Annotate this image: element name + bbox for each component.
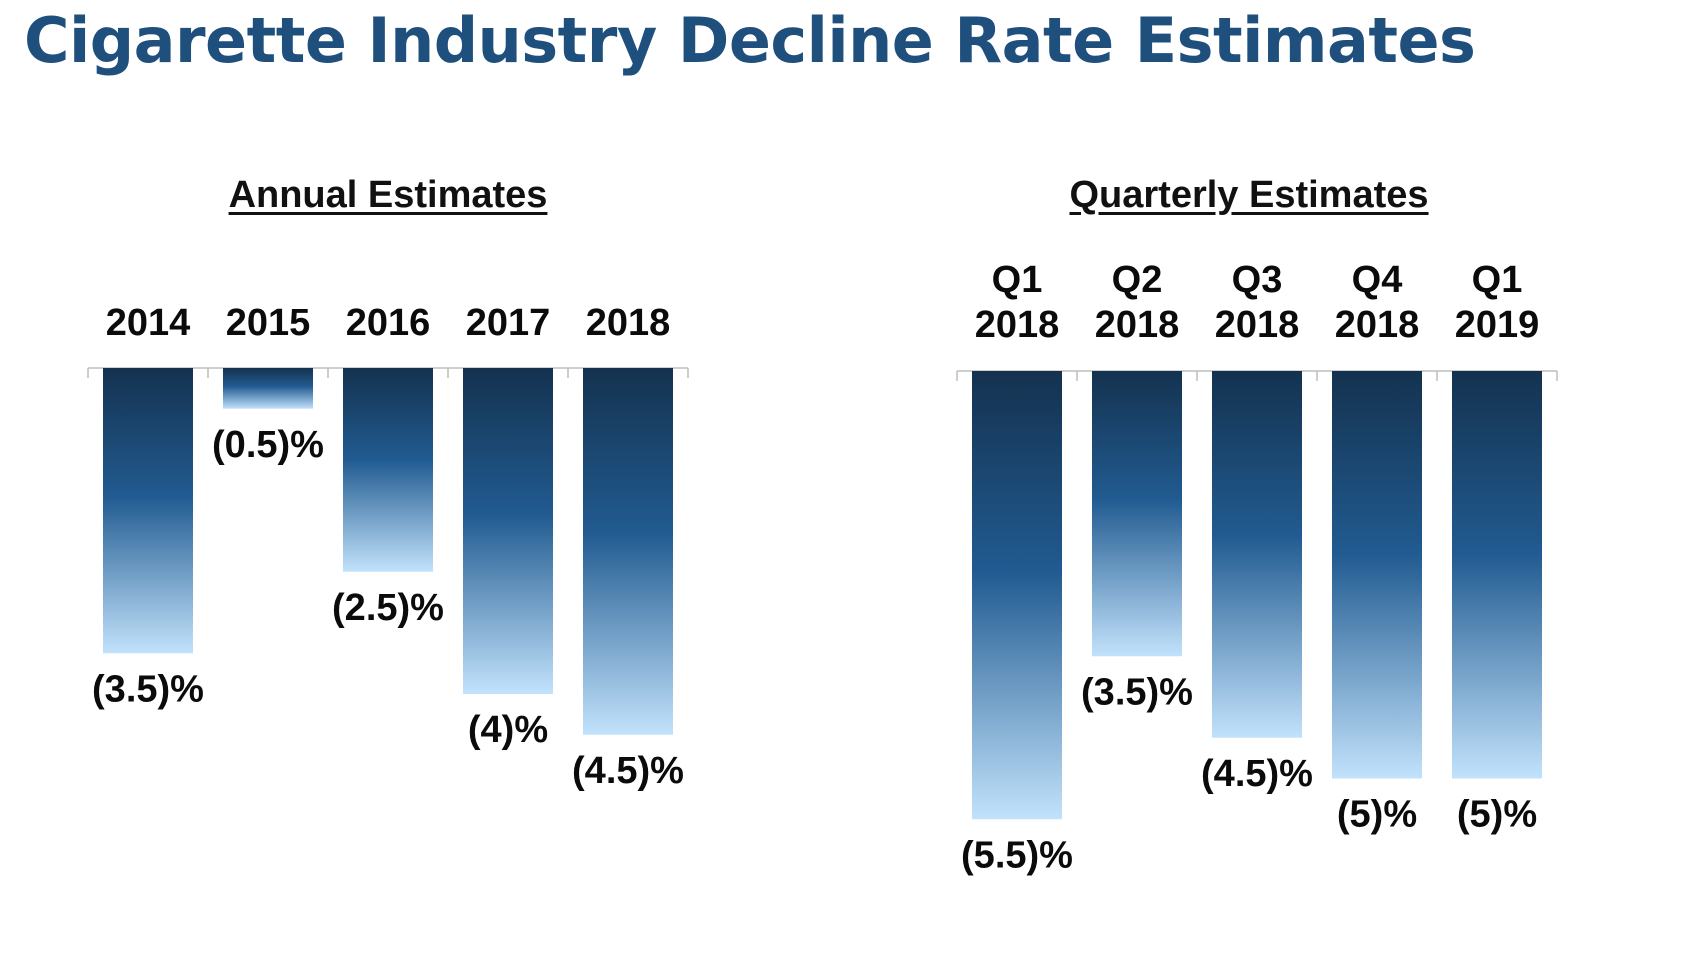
- quarterly-bar: [1332, 371, 1422, 779]
- quarterly-category-label: Q1: [992, 259, 1043, 301]
- quarterly-category-label: Q2: [1112, 259, 1163, 301]
- quarterly-category-label: 2018: [1095, 304, 1180, 346]
- quarterly-value-label: (5.5)%: [961, 834, 1073, 876]
- quarterly-value-label: (5)%: [1337, 794, 1417, 836]
- quarterly-value-label: (4.5)%: [1201, 753, 1313, 795]
- quarterly-bar: [1212, 371, 1302, 738]
- annual-bar: [583, 368, 673, 735]
- annual-bar: [463, 368, 553, 694]
- quarterly-category-label: Q4: [1352, 259, 1403, 301]
- quarterly-bar: [1092, 371, 1182, 657]
- annual-value-label: (4)%: [468, 709, 548, 751]
- quarterly-category-label: 2019: [1455, 304, 1540, 346]
- page-title: Cigarette Industry Decline Rate Estimate…: [24, 4, 1476, 77]
- quarterly-chart-title: Quarterly Estimates: [1069, 174, 1429, 216]
- quarterly-value-label: (3.5)%: [1081, 671, 1193, 713]
- annual-value-label: (0.5)%: [212, 424, 324, 466]
- quarterly-category-label: 2018: [1335, 304, 1420, 346]
- annual-category-label: 2018: [586, 302, 671, 344]
- quarterly-value-label: (5)%: [1457, 794, 1537, 836]
- annual-category-label: 2014: [106, 302, 191, 344]
- annual-chart: 2014 (3.5)% 2015 (0.5)% 2016 (2.5)% 2017 (4)% 20…: [87, 302, 689, 792]
- quarterly-category-label: 2018: [1215, 304, 1300, 346]
- quarterly-bar: [1452, 371, 1542, 779]
- annual-bar: [343, 368, 433, 572]
- annual-value-label: (2.5)%: [332, 587, 444, 629]
- quarterly-category-label: 2018: [975, 304, 1060, 346]
- annual-bar: [223, 368, 313, 409]
- quarterly-category-label: Q1: [1472, 259, 1523, 301]
- annual-bar: [103, 368, 193, 654]
- quarterly-chart: Q12018(5.5)%Q22018(3.5)%Q32018(4.5)%Q420…: [956, 259, 1558, 876]
- annual-chart-title: Annual Estimates: [228, 174, 548, 216]
- annual-category-label: 2015: [226, 302, 311, 344]
- quarterly-bar: [972, 371, 1062, 820]
- quarterly-category-label: Q3: [1232, 259, 1283, 301]
- annual-value-label: (3.5)%: [92, 668, 204, 710]
- annual-category-label: 2017: [466, 302, 551, 344]
- annual-category-label: 2016: [346, 302, 431, 344]
- annual-value-label: (4.5)%: [572, 750, 684, 792]
